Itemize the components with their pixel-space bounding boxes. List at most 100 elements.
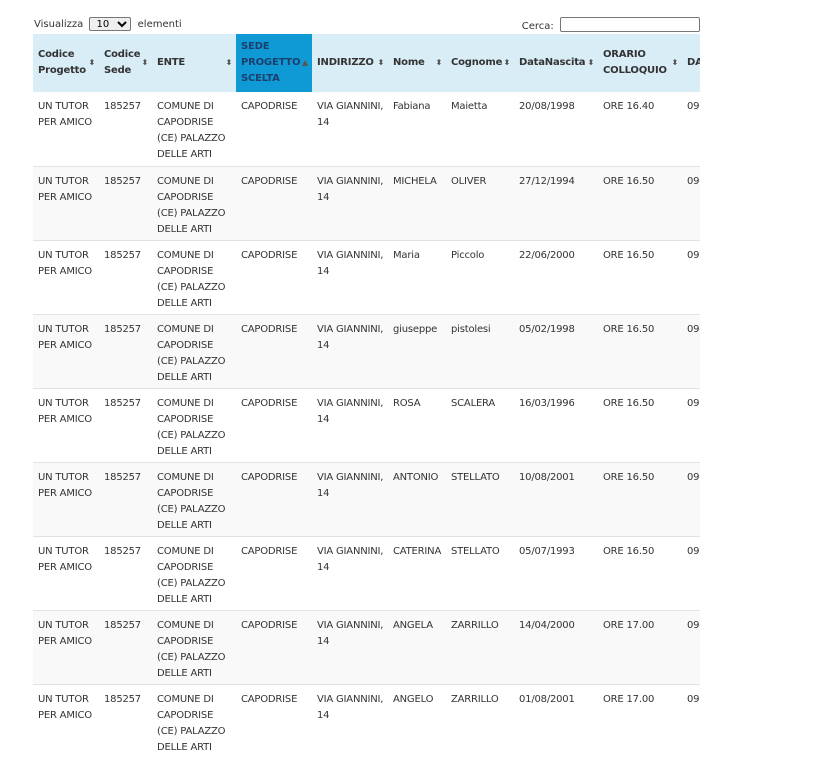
table-cell: 185257 [99,313,152,388]
column-header-label: DataNascita [519,57,586,68]
table-cell: 185257 [99,165,152,240]
table-controls: Visualizza 10 elementi Cerca: [34,16,700,34]
table-cell: CAPODRISE [236,683,312,758]
table-cell: VIA GIANNINI, 14 [312,313,388,388]
table-cell: 185257 [99,239,152,314]
column-header-label: SEDE PROGETTO SCELTA [241,41,301,84]
table-cell: Maria [388,239,446,314]
table-cell: 185257 [99,461,152,536]
sort-icon: ⬍ [671,58,678,67]
column-header[interactable]: ENTE ⬍ [152,34,236,92]
table-cell: UN TUTOR PER AMICO [33,609,99,684]
column-header[interactable]: Codice Sede ⬍ [99,34,152,92]
table-cell: VIA GIANNINI, 14 [312,609,388,684]
table-cell: ZARRILLO [446,609,514,684]
search-input[interactable] [560,17,700,32]
table-row[interactable]: UN TUTOR PER AMICO 185257 COMUNE DI CAPODR… [33,609,700,684]
search-control: Cerca: [522,17,700,32]
table-cell: ROSA [388,387,446,462]
table-cell: CAPODRISE [236,535,312,610]
table-cell: COMUNE DI CAPODRISE (CE) PALAZZO DELLE A… [152,313,236,388]
table-cell: STELLATO [446,535,514,610]
table-cell: UN TUTOR PER AMICO [33,92,99,166]
page-length-control: Visualizza 10 elementi [34,17,182,31]
table-cell: 09, [682,683,700,758]
table-row[interactable]: UN TUTOR PER AMICO 185257 COMUNE DI CAPODR… [33,92,700,166]
table-cell: ORE 16.50 [598,313,682,388]
sort-icon: ⬍ [377,58,384,67]
column-header[interactable]: INDIRIZZO ⬍ [312,34,388,92]
table-cell: COMUNE DI CAPODRISE (CE) PALAZZO DELLE A… [152,609,236,684]
table-cell: ANGELA [388,609,446,684]
table-cell: COMUNE DI CAPODRISE (CE) PALAZZO DELLE A… [152,387,236,462]
column-header-label: INDIRIZZO [317,57,374,68]
table-cell: UN TUTOR PER AMICO [33,239,99,314]
table-row[interactable]: UN TUTOR PER AMICO 185257 COMUNE DI CAPODR… [33,461,700,536]
table-cell: 09, [682,535,700,610]
table-cell: 05/02/1998 [514,313,598,388]
sort-icon: ⬍ [88,58,95,67]
column-header[interactable]: ORARIO COLLOQUIO ⬍ [598,34,682,92]
table-cell: 09, [682,387,700,462]
table-cell: CAPODRISE [236,609,312,684]
table-cell: COMUNE DI CAPODRISE (CE) PALAZZO DELLE A… [152,461,236,536]
table-row[interactable]: UN TUTOR PER AMICO 185257 COMUNE DI CAPODR… [33,165,700,240]
table-cell: CAPODRISE [236,239,312,314]
table-scroll-area: Codice Progetto ⬍ Codice Sede ⬍ ENTE ⬍ SEDE PR… [33,34,700,758]
table-cell: 10/08/2001 [514,461,598,536]
table-body: UN TUTOR PER AMICO 185257 COMUNE DI CAPODR… [33,92,700,758]
table-row[interactable]: UN TUTOR PER AMICO 185257 COMUNE DI CAPODR… [33,313,700,388]
column-header-label: Codice Progetto [38,49,86,76]
header-row: Codice Progetto ⬍ Codice Sede ⬍ ENTE ⬍ SEDE PR… [33,34,700,92]
table-cell: 16/03/1996 [514,387,598,462]
table-row[interactable]: UN TUTOR PER AMICO 185257 COMUNE DI CAPODR… [33,387,700,462]
column-header[interactable]: Nome ⬍ [388,34,446,92]
table-cell: VIA GIANNINI, 14 [312,165,388,240]
table-cell: pistolesi [446,313,514,388]
table-row[interactable]: UN TUTOR PER AMICO 185257 COMUNE DI CAPODR… [33,683,700,758]
table-cell: SCALERA [446,387,514,462]
table-cell: 09, [682,461,700,536]
show-label: Visualizza [34,19,84,30]
table-cell: UN TUTOR PER AMICO [33,535,99,610]
column-header[interactable]: Codice Progetto ⬍ [33,34,99,92]
table-cell: 09, [682,239,700,314]
table-cell: giuseppe [388,313,446,388]
table-cell: OLIVER [446,165,514,240]
table-cell: VIA GIANNINI, 14 [312,239,388,314]
table-cell: 09, [682,609,700,684]
table-cell: 27/12/1994 [514,165,598,240]
table-row[interactable]: UN TUTOR PER AMICO 185257 COMUNE DI CAPODR… [33,239,700,314]
table-cell: 14/04/2000 [514,609,598,684]
table-cell: 09, [682,92,700,166]
table-cell: CAPODRISE [236,92,312,166]
table-cell: VIA GIANNINI, 14 [312,92,388,166]
table-cell: 05/07/1993 [514,535,598,610]
table-cell: 09, [682,165,700,240]
table-cell: CAPODRISE [236,461,312,536]
table-cell: 09, [682,313,700,388]
table-cell: COMUNE DI CAPODRISE (CE) PALAZZO DELLE A… [152,535,236,610]
column-header[interactable]: SEDE PROGETTO SCELTA ▲ [236,34,312,92]
column-header[interactable]: DA CO⬍ [682,34,700,92]
column-header[interactable]: DataNascita ⬍ [514,34,598,92]
show-suffix: elementi [137,19,182,30]
table-cell: CAPODRISE [236,313,312,388]
table-cell: COMUNE DI CAPODRISE (CE) PALAZZO DELLE A… [152,239,236,314]
table-cell: 185257 [99,683,152,758]
table-cell: VIA GIANNINI, 14 [312,683,388,758]
search-label: Cerca: [521,21,554,32]
sort-icon: ⬍ [225,58,232,67]
table-row[interactable]: UN TUTOR PER AMICO 185257 COMUNE DI CAPODR… [33,535,700,610]
table-cell: 22/06/2000 [514,239,598,314]
table-cell: ORE 16.50 [598,387,682,462]
page-length-select[interactable]: 10 [89,17,132,31]
data-table: Codice Progetto ⬍ Codice Sede ⬍ ENTE ⬍ SEDE PR… [33,34,700,758]
table-cell: ORE 16.50 [598,461,682,536]
table-cell: ORE 16.50 [598,165,682,240]
column-header[interactable]: Cognome ⬍ [446,34,514,92]
table-cell: UN TUTOR PER AMICO [33,387,99,462]
column-header-label: DA CO [687,57,700,68]
table-cell: COMUNE DI CAPODRISE (CE) PALAZZO DELLE A… [152,683,236,758]
column-header-label: Nome [393,57,425,68]
